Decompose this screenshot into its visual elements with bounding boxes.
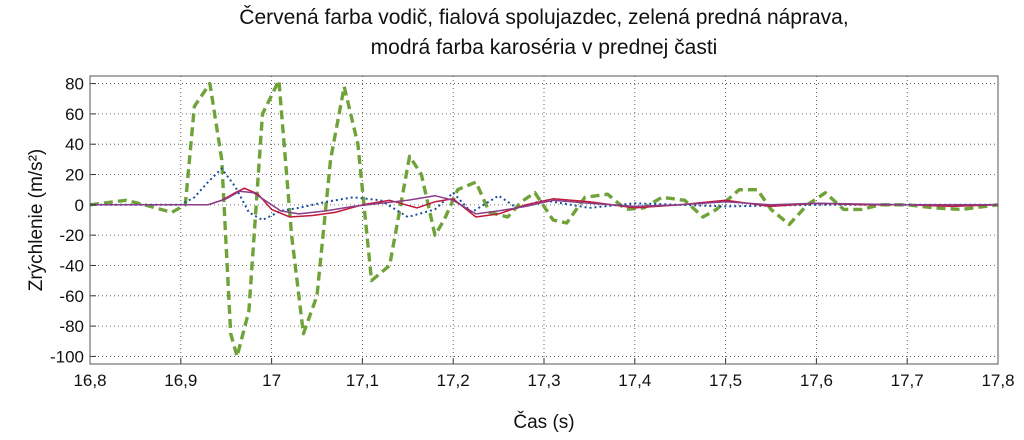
series-layer — [89, 78, 999, 359]
x-tick-label: 17,2 — [437, 371, 470, 390]
series-line-2 — [90, 167, 998, 221]
y-tick-label: 40 — [65, 135, 84, 154]
y-axis-label: Zrýchlenie (m/s²) — [26, 149, 47, 292]
y-tick-label: -60 — [59, 287, 84, 306]
x-tick-label: 17 — [262, 371, 281, 390]
y-tick-label: -80 — [59, 317, 84, 336]
x-tick-label: 16,9 — [164, 371, 197, 390]
axis-ticks: 16,8 16,9 17 17,1 17,2 17,3 17,4 17,5 17,6 17,7 17… — [50, 75, 1015, 390]
x-tick-label: 17,4 — [618, 371, 651, 390]
x-tick-label: 16,8 — [73, 371, 106, 390]
y-tick-label: 80 — [65, 75, 84, 94]
chart-title-line-1: Červená farba vodič, fialová spolujazdec… — [239, 6, 848, 29]
series-line-1 — [89, 78, 999, 359]
x-tick-label: 17,8 — [981, 371, 1014, 390]
x-tick-label: 17,3 — [527, 371, 560, 390]
y-tick-label: 20 — [65, 166, 84, 185]
chart-title-line-2: modrá farba karoséria v prednej časti — [371, 36, 718, 59]
x-tick-label: 17,7 — [891, 371, 924, 390]
series-line-4 — [90, 190, 998, 215]
y-tick-label: 60 — [65, 105, 84, 124]
x-tick-label: 17,5 — [709, 371, 742, 390]
plot-border — [89, 75, 999, 365]
x-tick-label: 17,1 — [346, 371, 379, 390]
x-tick-label: 17,6 — [800, 371, 833, 390]
y-tick-label: -100 — [50, 347, 84, 366]
y-tick-label: 0 — [75, 196, 84, 215]
chart-title: Červená farba vodič, fialová spolujazdec… — [239, 6, 848, 59]
y-tick-label: -20 — [59, 226, 84, 245]
x-axis-label: Čas (s) — [513, 411, 574, 433]
y-tick-label: -40 — [59, 256, 84, 275]
